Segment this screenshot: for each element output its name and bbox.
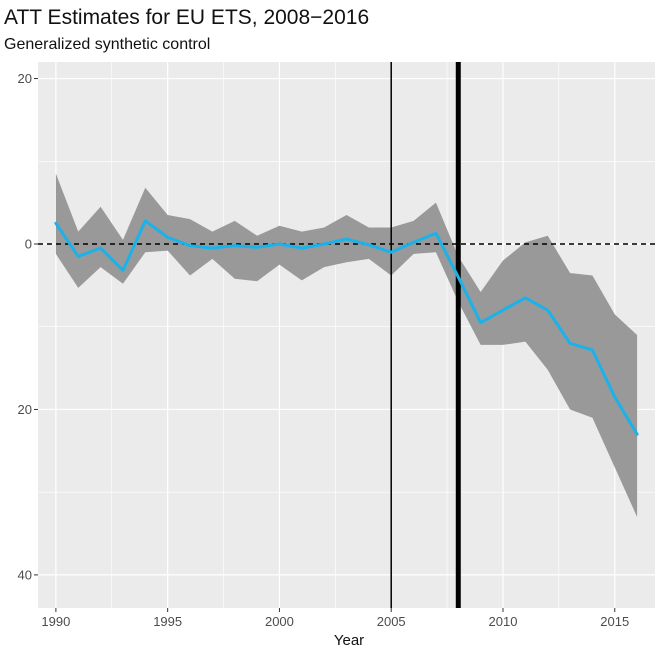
y-tick-label: 20: [18, 402, 32, 417]
x-tick-label: 2005: [377, 614, 406, 629]
reference-lines-layer: [38, 62, 655, 608]
series-line-layer: [54, 219, 639, 436]
x-tick-label: 1990: [41, 614, 70, 629]
x-tick-label: 2015: [600, 614, 629, 629]
chart-subtitle: Generalized synthetic control: [4, 36, 211, 53]
x-axis-title: Year: [334, 632, 364, 649]
chart-title: ATT Estimates for EU ETS, 2008−2016: [4, 6, 370, 29]
y-tick-label: 20: [18, 71, 32, 86]
y-tick-label: 40: [18, 567, 32, 582]
y-tick-label: 0: [25, 237, 32, 252]
axes-layer: 1990 1995 2000 2005 2010 2015 20 0 20 40: [18, 71, 630, 629]
x-tick-label: 2000: [265, 614, 294, 629]
confidence-band-layer: [55, 173, 638, 517]
x-tick-label: 1995: [153, 614, 182, 629]
att-estimate-line: [54, 219, 639, 436]
x-tick-label: 2010: [489, 614, 518, 629]
confidence-band: [55, 173, 638, 517]
